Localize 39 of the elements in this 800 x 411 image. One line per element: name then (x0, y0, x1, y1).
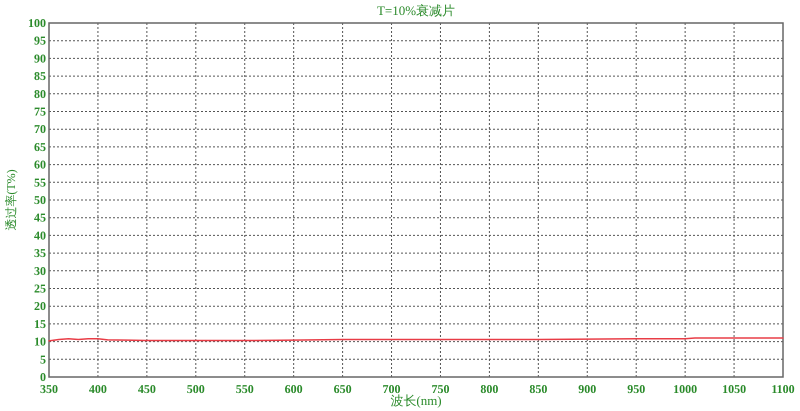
y-tick-label: 40 (34, 228, 46, 242)
y-tick-label: 5 (40, 352, 46, 366)
y-tick-label: 100 (28, 16, 46, 30)
y-tick-label: 55 (34, 175, 46, 190)
y-tick-label: 30 (34, 264, 46, 278)
y-tick-label: 70 (34, 122, 46, 136)
x-axis-title: 波长(nm) (390, 393, 442, 408)
x-tick-label: 1000 (673, 382, 698, 396)
x-tick-label: 1100 (771, 382, 795, 396)
y-tick-label: 10 (34, 334, 46, 349)
y-tick-label: 20 (34, 299, 46, 314)
y-tick-label: 65 (34, 140, 46, 154)
x-tick-label: 900 (578, 382, 596, 396)
y-tick-label: 15 (34, 316, 46, 331)
x-tick-label: 350 (40, 382, 58, 396)
x-tick-label: 950 (627, 382, 646, 396)
y-tick-label: 50 (34, 193, 46, 207)
x-tick-label: 550 (236, 382, 254, 396)
x-tick-label: 800 (480, 382, 498, 396)
x-tick-label: 1050 (722, 382, 746, 396)
x-tick-label: 450 (138, 382, 156, 396)
y-tick-label: 95 (34, 34, 46, 48)
chart-title: T=10%衰减片 (376, 3, 456, 18)
x-tick-label: 500 (186, 382, 205, 396)
y-tick-label: 90 (34, 51, 46, 66)
y-tick-label: 25 (34, 282, 46, 296)
y-tick-label: 60 (34, 158, 46, 172)
y-tick-label: 35 (34, 246, 46, 260)
y-tick-label: 75 (34, 104, 46, 118)
x-tick-label: 850 (529, 382, 548, 396)
y-axis-title: 透过率(T%) (4, 169, 18, 231)
x-tick-label: 400 (88, 382, 107, 396)
x-tick-label: 650 (334, 382, 352, 396)
y-tick-label: 85 (34, 69, 46, 84)
y-tick-label: 45 (34, 210, 46, 225)
y-tick-label: 0 (40, 370, 46, 384)
x-tick-label: 600 (284, 382, 303, 396)
x-tick-label: 750 (431, 382, 450, 396)
y-tick-label: 80 (34, 86, 46, 101)
